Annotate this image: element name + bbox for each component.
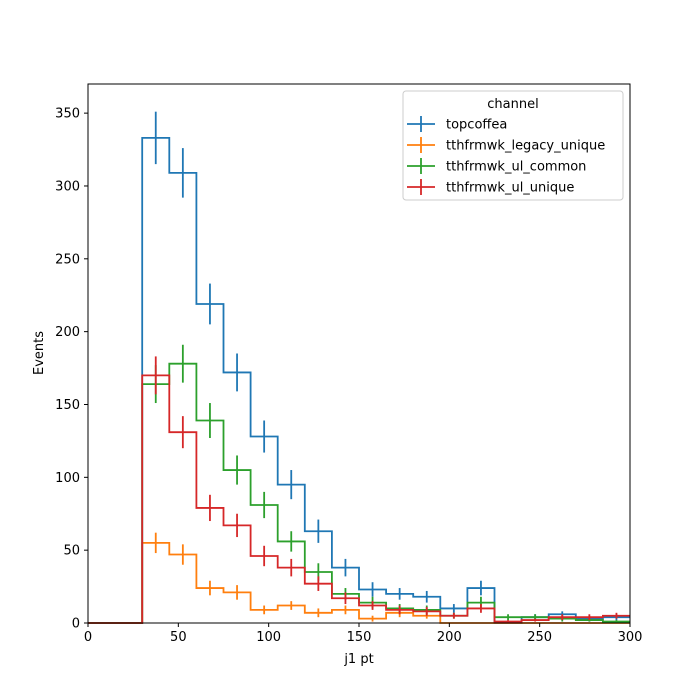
legend-entries: topcoffea tthfrmwk_legacy_unique tthfrmwk_… (407, 116, 605, 196)
x-axis: 0 50 100 150 200 250 300 (84, 623, 643, 645)
y-tick-label: 100 (55, 471, 80, 486)
y-axis-label: Events (32, 331, 47, 375)
series-layer (88, 111, 630, 624)
y-tick-label: 0 (72, 617, 80, 632)
y-tick-label: 250 (55, 252, 80, 267)
x-tick-label: 250 (527, 630, 552, 645)
legend-entry: tthfrmwk_ul_unique (407, 179, 574, 196)
legend-label: topcoffea (446, 118, 507, 133)
y-tick-label: 150 (55, 398, 80, 413)
legend-label: tthfrmwk_legacy_unique (446, 139, 605, 154)
y-tick-label: 350 (55, 107, 80, 122)
x-tick-label: 50 (170, 630, 187, 645)
x-tick-label: 300 (618, 630, 643, 645)
x-axis-label: j1 pt (343, 652, 373, 667)
legend-entry: topcoffea (407, 116, 507, 133)
legend-entry: tthfrmwk_ul_common (407, 158, 586, 175)
y-tick-label: 200 (55, 325, 80, 340)
x-tick-label: 0 (84, 630, 92, 645)
legend: channel topcoffeatthfrmwk_legacy_uniquet… (402, 90, 624, 201)
legend-title: channel (487, 97, 538, 112)
x-tick-label: 150 (347, 630, 372, 645)
series-step-line (88, 374, 630, 624)
series-tthfrmwk_ul_unique (88, 356, 630, 624)
legend-box (402, 90, 624, 201)
y-axis: 0 50 100 150 200 250 300 350 (55, 107, 88, 632)
x-tick-label: 200 (437, 630, 462, 645)
legend-entry: tthfrmwk_legacy_unique (407, 137, 605, 154)
y-tick-label: 300 (55, 179, 80, 194)
legend-label: tthfrmwk_ul_unique (446, 181, 574, 196)
legend-label: tthfrmwk_ul_common (446, 160, 586, 175)
y-tick-label: 50 (63, 544, 80, 559)
x-tick-label: 100 (256, 630, 281, 645)
